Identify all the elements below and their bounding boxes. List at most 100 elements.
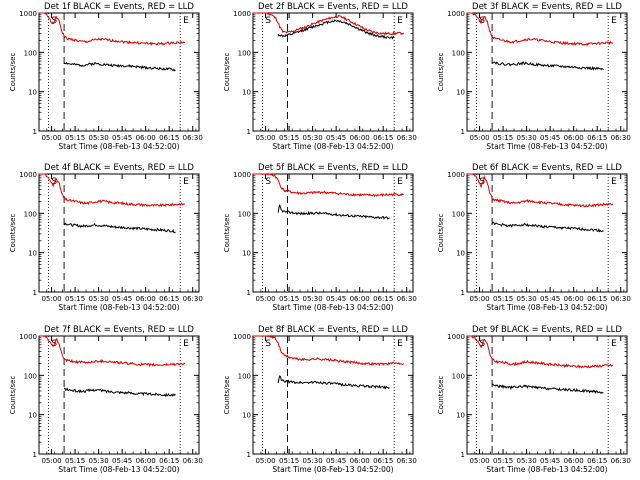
- y-tick-label: 1000: [19, 10, 37, 18]
- plot-frame: [466, 173, 628, 293]
- x-axis-label: Start Time (08-Feb-13 04:52:00): [272, 465, 393, 474]
- y-tick-label: 100: [452, 49, 465, 57]
- x-tick-label: 05:15: [279, 457, 299, 465]
- plot-frame: [466, 335, 628, 455]
- x-axis-label: Start Time (08-Feb-13 04:52:00): [272, 142, 393, 151]
- detector-plot-4: Det 4f BLACK = Events, RED = LLD 1 10 100 10…: [9, 163, 203, 312]
- x-tick-label: 05:30: [517, 457, 537, 465]
- detector-plot-5: Det 5f BLACK = Events, RED = LLD 1 10 100 10…: [223, 163, 417, 312]
- detector-plot-1: Det 1f BLACK = Events, RED = LLD 1 10 100 10…: [9, 2, 203, 151]
- x-tick-label: 06:30: [397, 134, 417, 142]
- events-series-line: [277, 375, 390, 390]
- lld-series-line: [39, 335, 186, 368]
- x-tick-label: 05:00: [255, 295, 275, 303]
- detector-plot-7: Det 7f BLACK = Events, RED = LLD 1 10 100 10…: [9, 325, 203, 474]
- marker-s-label: S: [265, 339, 271, 349]
- x-tick-label: 05:00: [255, 134, 275, 142]
- detector-plot-3: Det 3f BLACK = Events, RED = LLD 1 10 100 10…: [437, 2, 631, 151]
- x-tick-label: 06:15: [373, 457, 393, 465]
- x-tick-label: 05:45: [326, 457, 346, 465]
- x-tick-label: 06:15: [159, 457, 179, 465]
- x-tick-label: 05:30: [89, 295, 109, 303]
- y-tick-label: 1000: [233, 171, 251, 179]
- y-tick-label: 10: [28, 412, 37, 420]
- plot-frame: [252, 335, 414, 455]
- y-tick-label: 10: [456, 250, 465, 258]
- x-tick-label: 06:30: [183, 295, 203, 303]
- y-tick-label: 1: [247, 451, 251, 459]
- x-axis-label: Start Time (08-Feb-13 04:52:00): [486, 142, 607, 151]
- y-axis-label: Counts/sec: [223, 53, 231, 92]
- y-tick-label: 1: [461, 289, 465, 297]
- marker-e-label: E: [611, 16, 617, 26]
- x-axis-label: Start Time (08-Feb-13 04:52:00): [486, 303, 607, 312]
- x-tick-label: 05:30: [303, 457, 323, 465]
- y-tick-label: 1000: [233, 333, 251, 341]
- y-axis-label: Counts/sec: [9, 376, 17, 415]
- x-tick-label: 05:30: [89, 457, 109, 465]
- x-tick-label: 05:15: [65, 134, 85, 142]
- lld-series-line: [39, 173, 186, 208]
- x-tick-label: 06:00: [350, 134, 370, 142]
- x-tick-label: 06:15: [373, 134, 393, 142]
- x-tick-label: 05:00: [469, 134, 489, 142]
- x-tick-label: 05:45: [112, 457, 132, 465]
- y-tick-label: 1: [33, 289, 37, 297]
- x-tick-label: 05:00: [469, 295, 489, 303]
- x-tick-label: 05:15: [65, 295, 85, 303]
- y-tick-label: 100: [238, 372, 251, 380]
- x-tick-label: 06:00: [136, 134, 156, 142]
- marker-e-label: E: [611, 339, 617, 349]
- y-axis-label: Counts/sec: [437, 214, 445, 253]
- x-tick-label: 05:00: [41, 134, 61, 142]
- y-tick-label: 1: [247, 289, 251, 297]
- detector-plot-9: Det 9f BLACK = Events, RED = LLD 1 10 100 10…: [437, 325, 631, 474]
- x-axis-label: Start Time (08-Feb-13 04:52:00): [58, 465, 179, 474]
- x-tick-label: 06:00: [564, 134, 584, 142]
- x-tick-label: 05:45: [112, 295, 132, 303]
- x-tick-label: 05:30: [303, 134, 323, 142]
- x-tick-label: 05:00: [469, 457, 489, 465]
- marker-e-label: E: [611, 177, 617, 187]
- detector-plot-2: Det 2f BLACK = Events, RED = LLD 1 10 100 10…: [223, 2, 417, 151]
- y-tick-label: 10: [28, 250, 37, 258]
- marker-s-label: S: [479, 16, 485, 26]
- x-tick-label: 06:15: [373, 295, 393, 303]
- y-tick-label: 1: [461, 451, 465, 459]
- marker-s-label: S: [265, 16, 271, 26]
- x-tick-label: 05:00: [41, 457, 61, 465]
- marker-e-label: E: [183, 16, 189, 26]
- lld-series-line: [467, 335, 614, 369]
- plot-frame: [252, 12, 414, 132]
- x-axis-label: Start Time (08-Feb-13 04:52:00): [486, 465, 607, 474]
- y-axis-label: Counts/sec: [9, 214, 17, 253]
- x-axis-label: Start Time (08-Feb-13 04:52:00): [58, 142, 179, 151]
- x-tick-label: 05:15: [493, 295, 513, 303]
- x-tick-label: 06:30: [397, 295, 417, 303]
- plot-frame: [38, 335, 200, 455]
- x-tick-label: 05:45: [540, 457, 560, 465]
- x-tick-label: 05:15: [493, 134, 513, 142]
- x-tick-label: 05:45: [326, 295, 346, 303]
- x-axis-label: Start Time (08-Feb-13 04:52:00): [272, 303, 393, 312]
- detector-plot-6: Det 6f BLACK = Events, RED = LLD 1 10 100 10…: [437, 163, 631, 312]
- plot-title: Det 7f BLACK = Events, RED = LLD: [44, 325, 194, 335]
- marker-e-label: E: [397, 177, 403, 187]
- y-tick-label: 10: [242, 412, 251, 420]
- lld-series-line: [253, 334, 404, 367]
- x-tick-label: 06:00: [564, 457, 584, 465]
- marker-e-label: E: [397, 16, 403, 26]
- x-tick-label: 06:15: [587, 134, 607, 142]
- x-tick-label: 05:00: [41, 295, 61, 303]
- events-series-line: [63, 222, 176, 234]
- marker-e-label: E: [183, 177, 189, 187]
- y-tick-label: 1000: [233, 10, 251, 18]
- y-axis-label: Counts/sec: [223, 214, 231, 253]
- y-axis-label: Counts/sec: [437, 376, 445, 415]
- y-tick-label: 10: [28, 89, 37, 97]
- x-tick-label: 06:00: [350, 457, 370, 465]
- events-series-line: [277, 204, 390, 220]
- y-tick-label: 100: [452, 210, 465, 218]
- y-tick-label: 1: [33, 128, 37, 136]
